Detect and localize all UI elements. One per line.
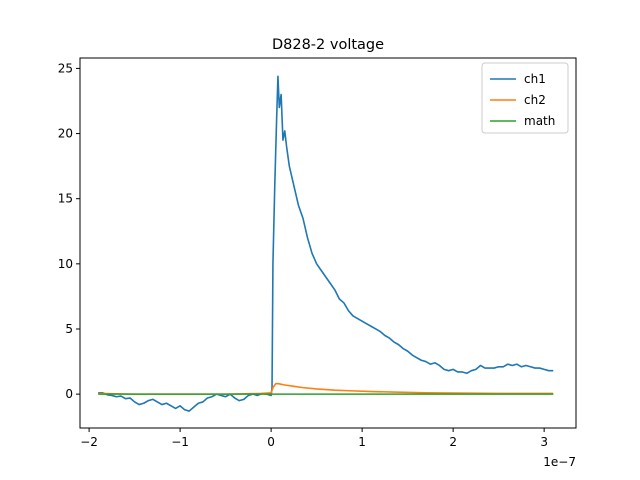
y-tick-label: 25 xyxy=(58,61,73,75)
y-axis: 0 5 10 15 20 25 xyxy=(58,61,80,401)
plot-frame xyxy=(79,57,577,429)
y-tick-label: 10 xyxy=(58,257,73,271)
y-tick-label: 15 xyxy=(58,192,73,206)
y-tick-label: 0 xyxy=(65,387,73,401)
x-tick-label: 1 xyxy=(358,435,366,449)
legend-box xyxy=(481,62,569,134)
x-tick-label: 2 xyxy=(449,435,457,449)
y-tick-label: 5 xyxy=(65,322,73,336)
chart-title: D828-2 voltage xyxy=(272,37,384,53)
legend-label-ch1: ch1 xyxy=(524,72,546,86)
series-layer xyxy=(98,75,554,412)
x-tick-label: −2 xyxy=(80,435,98,449)
x-tick-label: 0 xyxy=(267,435,275,449)
x-tick-label: 3 xyxy=(540,435,548,449)
legend-label-ch2: ch2 xyxy=(524,93,546,107)
x-tick-label: −1 xyxy=(171,435,189,449)
series-line-ch1 xyxy=(98,75,554,412)
y-tick-label: 20 xyxy=(58,127,73,141)
legend: ch1 ch2 math xyxy=(481,62,569,134)
legend-label-math: math xyxy=(524,114,555,128)
x-axis-scale-label: 1e−7 xyxy=(543,455,576,469)
x-axis: −2 −1 0 1 2 3 xyxy=(80,428,548,449)
